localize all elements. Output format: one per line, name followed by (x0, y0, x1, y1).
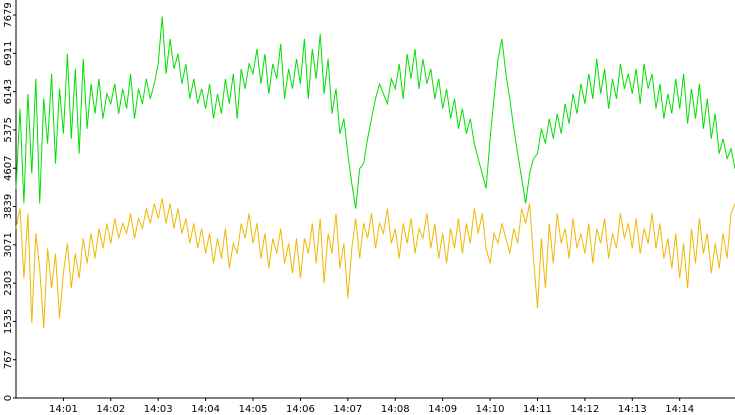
x-tick-label: 14:09 (428, 404, 457, 415)
x-tick-label: 14:08 (381, 404, 410, 415)
x-tick-label: 14:11 (523, 404, 552, 415)
series-line (15, 198, 735, 329)
x-tick-label: 14:05 (239, 404, 268, 415)
y-tick-label: 7679 (3, 2, 14, 27)
y-tick-label: 6911 (3, 41, 14, 66)
y-tick-label: 4607 (3, 156, 14, 181)
x-tick-label: 14:02 (96, 404, 125, 415)
x-tick-label: 14:04 (191, 404, 220, 415)
x-tick-label: 14:12 (570, 404, 599, 415)
y-tick-label: 3839 (3, 194, 14, 219)
y-tick-label: 3071 (3, 232, 14, 257)
y-tick-label: 767 (3, 350, 14, 369)
y-tick-label: 1535 (3, 309, 14, 334)
y-tick-label: 5375 (3, 117, 14, 142)
x-tick-label: 14:07 (333, 404, 362, 415)
x-tick-label: 14:13 (618, 404, 647, 415)
y-tick-label: 6143 (3, 79, 14, 104)
x-tick-label: 14:01 (49, 404, 78, 415)
x-tick-label: 14:06 (286, 404, 315, 415)
series-line (15, 16, 735, 209)
x-tick-label: 14:10 (476, 404, 505, 415)
x-tick-label: 14:03 (144, 404, 173, 415)
y-tick-label: 2303 (3, 270, 14, 295)
y-tick-label: 0 (3, 395, 14, 401)
x-tick-label: 14:14 (665, 404, 694, 415)
